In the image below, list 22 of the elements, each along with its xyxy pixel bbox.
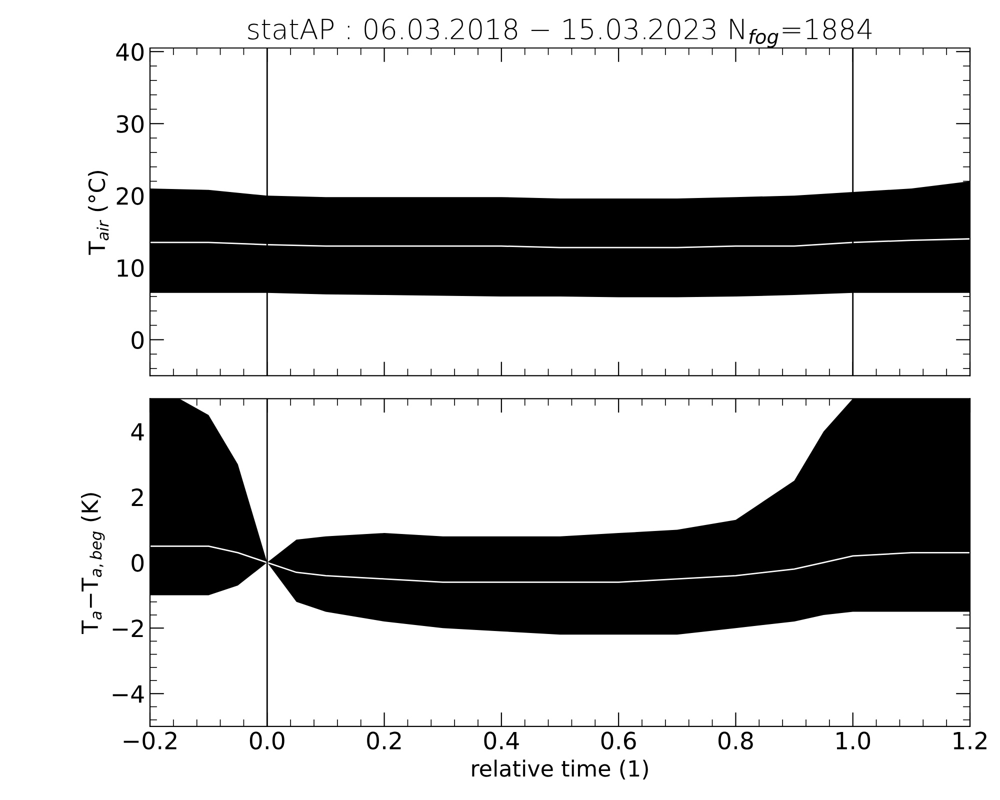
- y-tick-label: −4: [112, 685, 144, 703]
- x-tick-label: 0.4: [484, 732, 519, 750]
- y-tick-label: 2: [132, 488, 143, 506]
- y-tick-label: 4: [131, 423, 144, 440]
- x-tick-label: 1.2: [954, 732, 986, 750]
- y-tick-label: 30: [116, 115, 144, 133]
- x-tick-label: 0.2: [367, 732, 401, 750]
- y-tick-label: 0: [132, 554, 144, 572]
- y-tick-label: −2: [112, 620, 143, 638]
- x-axis-title: relative time (1): [472, 760, 648, 780]
- y-tick-label: 0: [132, 331, 144, 350]
- y-tick-label: 20: [116, 187, 144, 205]
- y-tick-label: 40: [116, 43, 144, 61]
- y-tick-label: 10: [118, 259, 144, 277]
- x-tick-label: 1.0: [836, 732, 870, 750]
- y-axis-title: T$_{a}$−T$_{a,beg}$ (K): [81, 493, 105, 634]
- x-tick-label: 0.6: [601, 732, 636, 750]
- chart-title: statAP : 06.03.2018 − 15.03.2023 N$_{fog}$=1884: [248, 18, 872, 48]
- x-tick-label: 0.8: [718, 732, 753, 750]
- x-tick-label: 0.0: [250, 732, 284, 750]
- x-tick-label: −0.2: [124, 732, 176, 750]
- y-axis-title: T$_{air}$ (°C): [88, 170, 109, 255]
